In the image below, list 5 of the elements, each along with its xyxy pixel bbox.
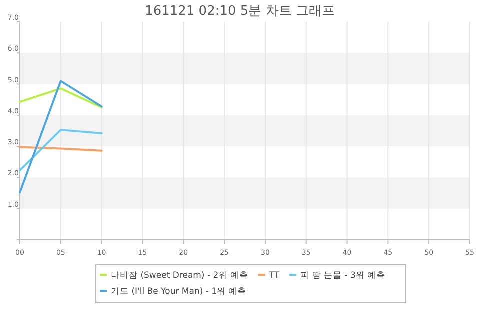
legend-label: TT [268,271,280,281]
chart-title: 161121 02:10 5분 차트 그래프 [145,4,335,19]
legend-label: 피 땀 눈물 - 3위 예측 [300,271,386,281]
legend-label: 기도 (I'll Be Your Man) - 1위 예측 [111,287,247,297]
legend-label: 나비잠 (Sweet Dream) - 2위 예측 [111,271,248,281]
